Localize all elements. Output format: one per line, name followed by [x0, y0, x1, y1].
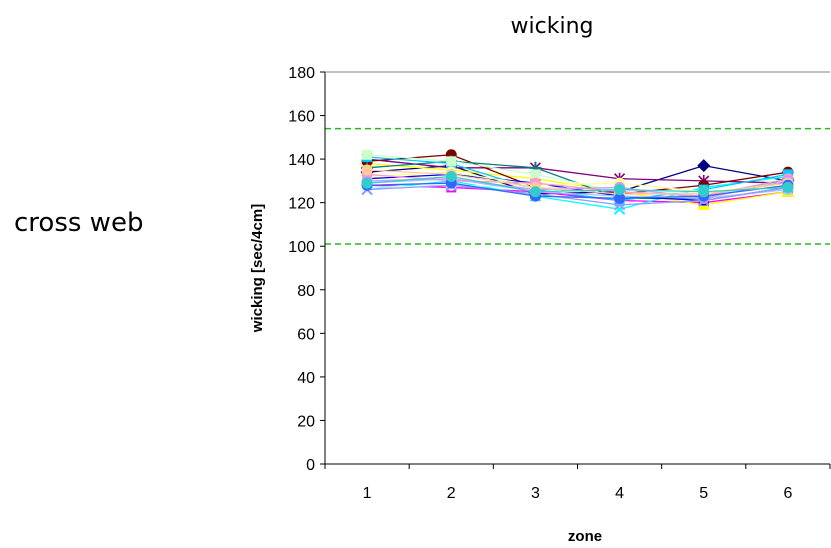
- side-label: cross web: [14, 208, 144, 238]
- y-tick-label: 40: [297, 370, 315, 387]
- series-line: [367, 162, 789, 206]
- x-tick-label: 2: [447, 485, 456, 502]
- series-group: [360, 149, 795, 215]
- y-tick-label: 100: [288, 239, 315, 256]
- series-line: [367, 184, 789, 204]
- y-tick-label: 80: [297, 283, 315, 300]
- chart-title: wicking: [511, 14, 594, 39]
- data-series: [361, 171, 794, 198]
- x-tick-label: 4: [615, 485, 624, 502]
- series-line: [367, 175, 788, 193]
- data-point-marker: [529, 186, 541, 198]
- series-line: [367, 182, 789, 199]
- y-tick-label: 60: [297, 326, 315, 343]
- reference-lines: [325, 127, 830, 245]
- x-tick-label: 1: [363, 485, 372, 502]
- data-point-marker: [614, 192, 626, 204]
- y-ticks: 0 20 40 60 80 100 120 140 160 180: [288, 65, 325, 474]
- data-point-marker: [445, 171, 457, 183]
- series-line: [367, 178, 789, 199]
- y-tick-label: 120: [288, 196, 315, 213]
- x-axis-label: zone: [568, 528, 602, 545]
- data-point-marker: [362, 149, 373, 160]
- y-tick-label: 0: [306, 457, 315, 474]
- series-line: [367, 184, 789, 206]
- data-point-marker: [361, 164, 373, 176]
- data-point-marker: [698, 186, 710, 198]
- series-line: [367, 175, 789, 210]
- series-line: [367, 156, 789, 202]
- data-point-marker: [782, 181, 794, 193]
- y-tick-label: 180: [288, 65, 315, 82]
- x-tick-label: 3: [531, 485, 540, 502]
- data-point-marker: [614, 184, 626, 196]
- x-ticks: 1 2 3 4 5 6: [324, 464, 831, 502]
- y-tick-label: 20: [297, 413, 315, 430]
- data-point-marker: [697, 159, 711, 173]
- y-tick-label: 160: [288, 109, 315, 126]
- series-line: [367, 158, 788, 184]
- y-tick-label: 140: [288, 152, 315, 169]
- data-point-marker: [361, 177, 373, 189]
- axes-group: [324, 71, 830, 465]
- x-tick-label: 6: [783, 485, 792, 502]
- series-line: [367, 173, 789, 197]
- data-point-marker: [446, 156, 457, 167]
- data-point-marker: [530, 169, 541, 180]
- x-tick-label: 5: [699, 485, 708, 502]
- y-axis-label: wicking [sec/4cm]: [249, 204, 266, 333]
- data-point-marker: [613, 203, 626, 215]
